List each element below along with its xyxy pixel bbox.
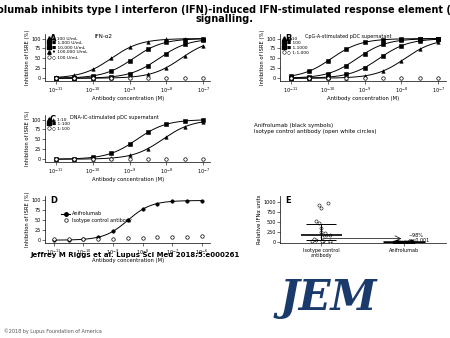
Text: JEM: JEM	[280, 277, 377, 319]
Point	[323, 233, 330, 238]
Point	[402, 239, 410, 245]
Point	[410, 239, 417, 245]
Point	[308, 238, 315, 243]
Y-axis label: Inhibition of ISRE (%): Inhibition of ISRE (%)	[260, 30, 265, 86]
Text: Anifrolumab inhibits type I interferon (IFN)-induced IFN-stimulated response ele: Anifrolumab inhibits type I interferon (…	[0, 5, 450, 15]
Point	[326, 232, 333, 238]
Point	[397, 239, 404, 245]
Point	[393, 239, 400, 244]
Point	[318, 235, 325, 240]
Point	[319, 238, 326, 244]
Point	[401, 239, 408, 245]
Point	[317, 205, 324, 211]
Point	[326, 239, 333, 245]
Text: signalling.: signalling.	[196, 14, 254, 24]
Text: Anifrolumab (black symbols)
Isotype control antibody (open white circles): Anifrolumab (black symbols) Isotype cont…	[254, 123, 377, 134]
Text: IFN-α2: IFN-α2	[94, 34, 112, 39]
Point	[399, 239, 406, 245]
Point	[404, 239, 411, 245]
X-axis label: Antibody concentration (M): Antibody concentration (M)	[327, 96, 399, 101]
Point	[407, 239, 414, 244]
Text: ©2018 by Lupus Foundation of America: ©2018 by Lupus Foundation of America	[4, 328, 103, 334]
Point	[317, 229, 324, 235]
Point	[312, 238, 319, 243]
X-axis label: Antibody concentration (M): Antibody concentration (M)	[92, 258, 164, 263]
Text: C: C	[50, 115, 56, 124]
Y-axis label: Relative IFNα units: Relative IFNα units	[257, 195, 262, 244]
Point	[405, 239, 412, 245]
Point	[410, 239, 417, 244]
Y-axis label: Inhibition of ISRE (%): Inhibition of ISRE (%)	[25, 30, 30, 86]
Point	[410, 239, 417, 245]
Point	[315, 202, 322, 207]
Point	[312, 218, 319, 223]
Point	[391, 239, 398, 245]
Text: Jeffrey M Riggs et al. Lupus Sci Med 2018;5:e000261: Jeffrey M Riggs et al. Lupus Sci Med 201…	[31, 252, 239, 258]
Point	[318, 226, 325, 231]
Point	[320, 239, 327, 244]
Text: A: A	[50, 34, 56, 43]
Point	[405, 239, 412, 245]
Point	[400, 239, 407, 244]
Legend: ▲ 100 U/mL, ■ 1,000 U/mL, ■ 10,000 U/mL, ♦ 100,000 U/mL, ○ 100 U/mL: ▲ 100 U/mL, ■ 1,000 U/mL, ■ 10,000 U/mL,…	[47, 36, 87, 59]
Point	[315, 220, 323, 226]
Y-axis label: Inhibition of ISRE (%): Inhibition of ISRE (%)	[25, 111, 30, 166]
Text: CpG-A-stimulated pDC supernatant: CpG-A-stimulated pDC supernatant	[305, 34, 392, 39]
Text: E: E	[285, 196, 291, 205]
Point	[392, 239, 400, 245]
Point	[321, 231, 328, 236]
Point	[407, 239, 414, 244]
Point	[310, 237, 318, 242]
Legend: Anifrolumab, Isotype control antibody: Anifrolumab, Isotype control antibody	[61, 212, 131, 223]
Text: DNA-IC-stimulated pDC supernatant: DNA-IC-stimulated pDC supernatant	[70, 115, 158, 120]
Legend: ▲ 10, ■ 100, ■ 1,1000, ○ 1:1,000: ▲ 10, ■ 100, ■ 1,1000, ○ 1:1,000	[282, 36, 309, 54]
Point	[327, 238, 334, 243]
Text: ~98%
p<0.001: ~98% p<0.001	[408, 233, 429, 243]
Legend: ▲ 1:10, ■ 1:100, ○ 1:100: ▲ 1:10, ■ 1:100, ○ 1:100	[47, 117, 70, 131]
Point	[392, 239, 399, 245]
Text: B: B	[285, 34, 291, 43]
Text: D: D	[50, 196, 57, 205]
Point	[324, 200, 332, 206]
X-axis label: Antibody concentration (M): Antibody concentration (M)	[92, 177, 164, 182]
Point	[395, 239, 402, 245]
X-axis label: Antibody concentration (M): Antibody concentration (M)	[92, 96, 164, 101]
Y-axis label: Inhibition of ISRE (%): Inhibition of ISRE (%)	[25, 192, 30, 247]
